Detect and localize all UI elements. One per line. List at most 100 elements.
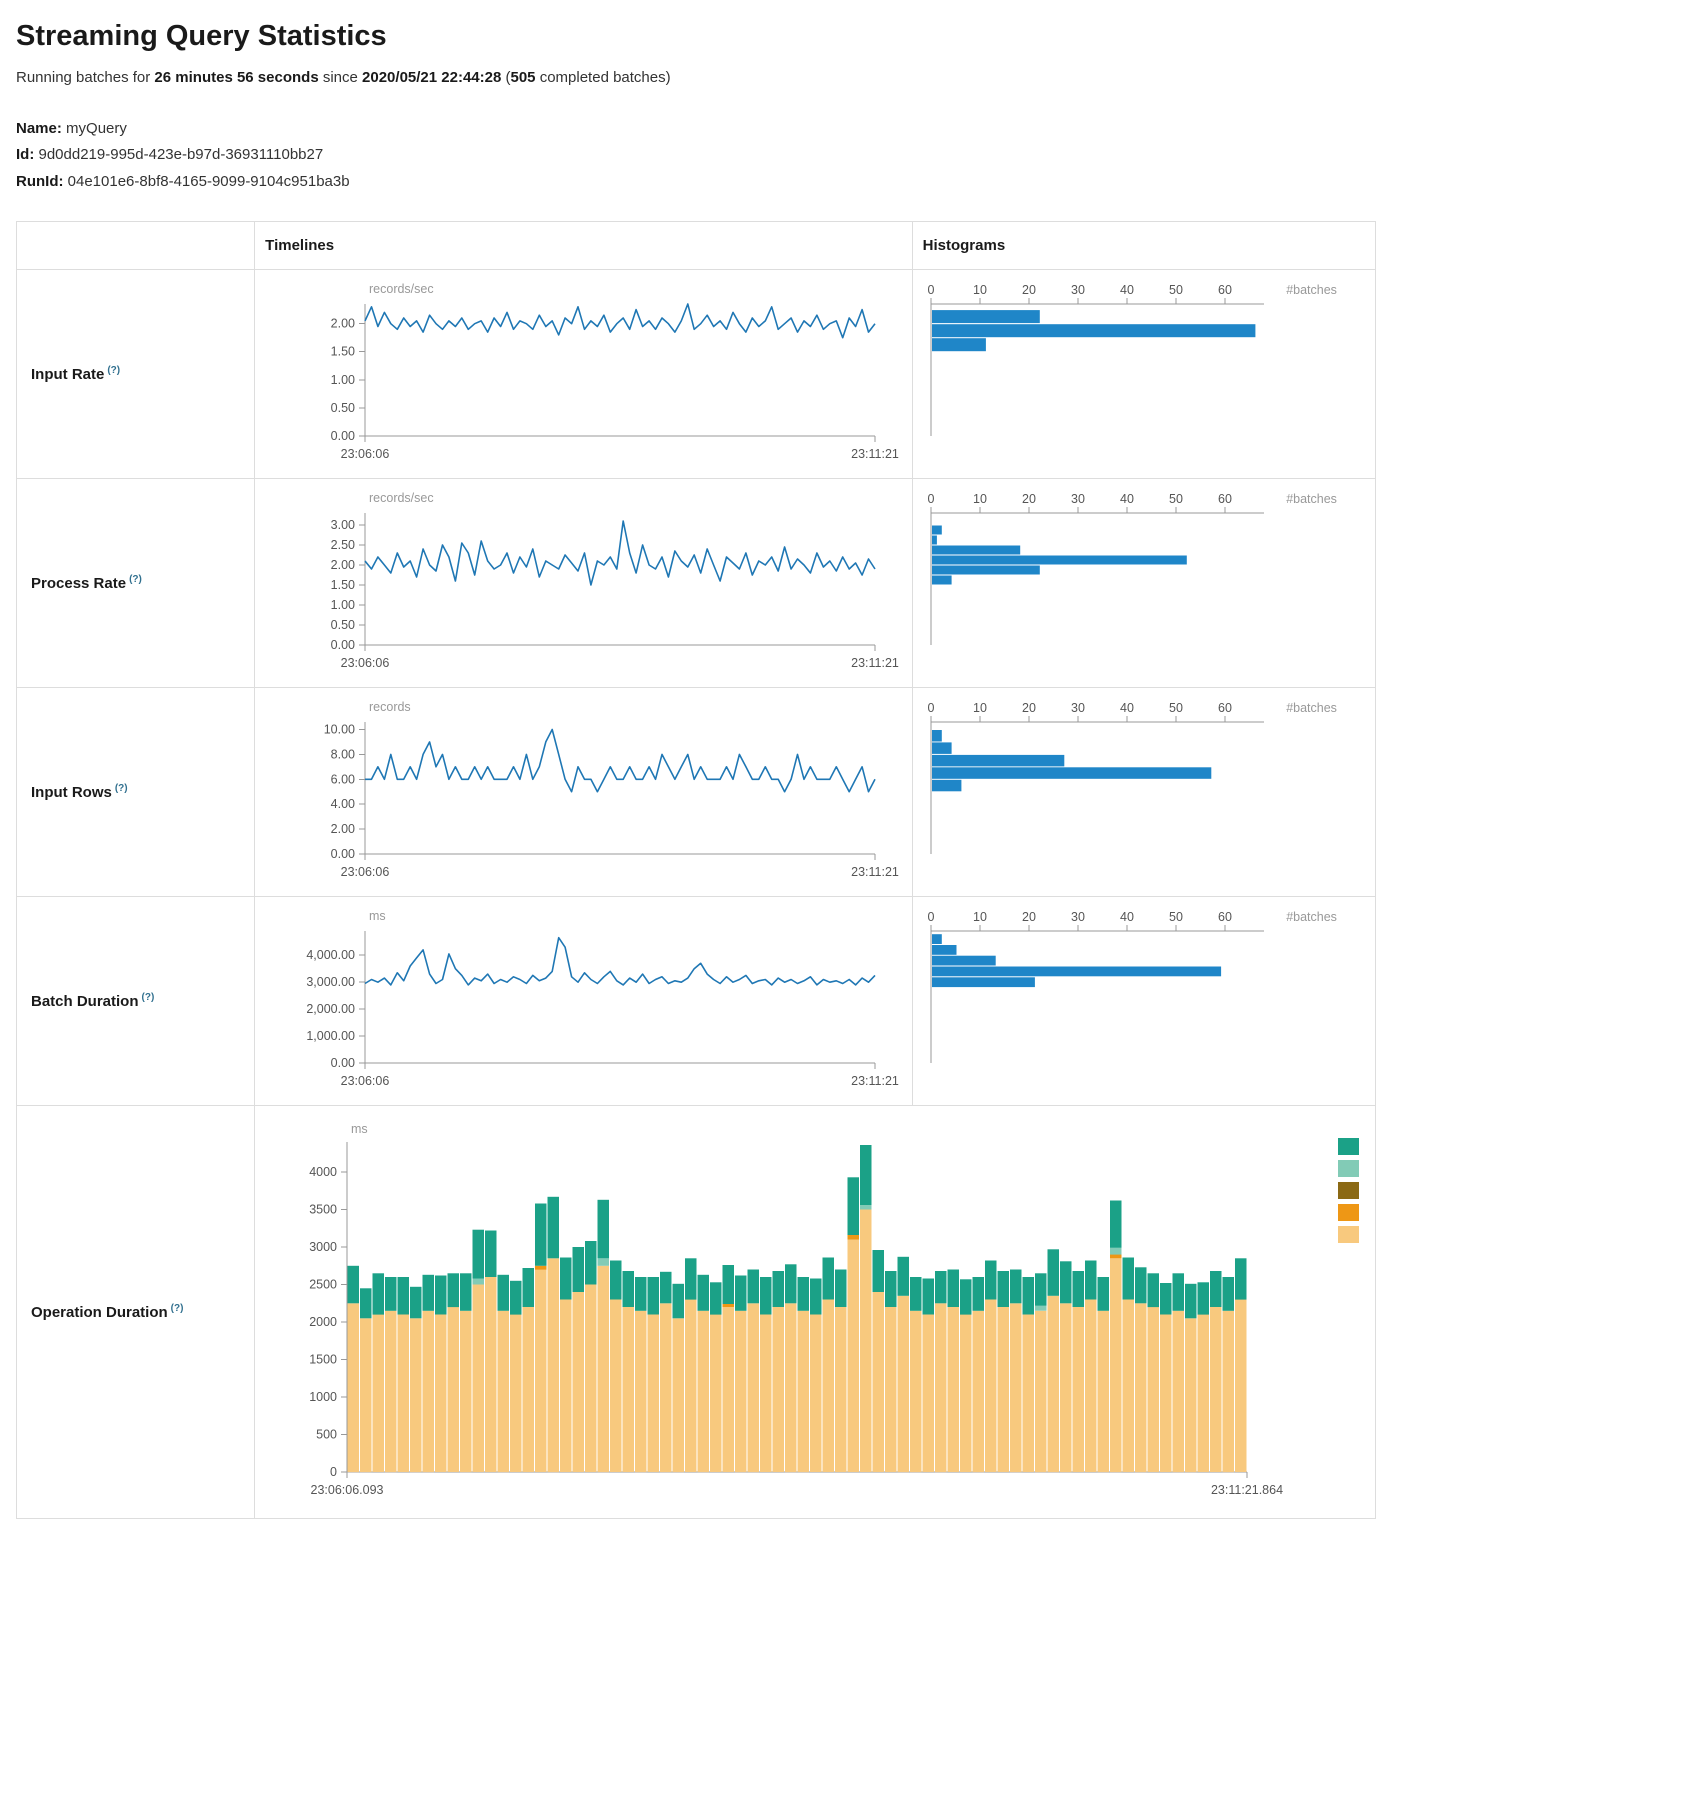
batch-duration-timeline-chart: ms 0.00 1,000.00 2,000.00 3,000.00 4,000.00 23… bbox=[257, 903, 909, 1099]
svg-text:50: 50 bbox=[1169, 283, 1183, 297]
svg-text:records/sec: records/sec bbox=[369, 282, 434, 296]
input-rows-histogram-cell: 0 10 20 30 40 50 60 #batches bbox=[911, 686, 1377, 897]
paren-open: ( bbox=[501, 69, 511, 86]
table-row: Operation Duration (?) ms 0 500 1000 1500 2000… bbox=[15, 1104, 1376, 1519]
legend-swatch bbox=[1338, 1137, 1359, 1155]
svg-text:1.50: 1.50 bbox=[331, 578, 355, 592]
help-tooltip-input-rate[interactable]: (?) bbox=[107, 364, 121, 376]
help-tooltip-batch-duration[interactable]: (?) bbox=[141, 991, 155, 1003]
timeline-svg: ms 0.00 1,000.00 2,000.00 3,000.00 4,000.00 23… bbox=[307, 909, 900, 1088]
svg-text:0: 0 bbox=[927, 701, 934, 715]
svg-text:2,000.00: 2,000.00 bbox=[307, 1002, 356, 1016]
svg-text:2.50: 2.50 bbox=[331, 538, 355, 552]
svg-text:23:11:21: 23:11:21 bbox=[851, 1074, 899, 1088]
running-prefix: Running batches for bbox=[16, 69, 155, 86]
svg-text:6.00: 6.00 bbox=[331, 772, 355, 786]
svg-text:23:11:21: 23:11:21 bbox=[851, 865, 899, 879]
svg-text:20: 20 bbox=[1022, 910, 1036, 924]
svg-text:10.00: 10.00 bbox=[324, 722, 355, 736]
svg-text:40: 40 bbox=[1120, 910, 1134, 924]
svg-text:8.00: 8.00 bbox=[331, 747, 355, 761]
input-rate-histogram-chart: 0 10 20 30 40 50 60 #batches bbox=[915, 276, 1373, 472]
svg-text:0.00: 0.00 bbox=[331, 429, 355, 443]
svg-text:60: 60 bbox=[1218, 283, 1232, 297]
svg-text:30: 30 bbox=[1071, 910, 1085, 924]
svg-text:40: 40 bbox=[1120, 492, 1134, 506]
query-id-label: Id: bbox=[16, 146, 35, 164]
svg-text:30: 30 bbox=[1071, 283, 1085, 297]
process-rate-timeline-cell: records/sec 0.00 0.50 1.00 1.50 2.00 2.50 3.00 2… bbox=[254, 477, 913, 688]
running-summary: Running batches for 26 minutes 56 second… bbox=[16, 69, 1677, 86]
start-time: 2020/05/21 22:44:28 bbox=[362, 69, 502, 86]
svg-text:ms: ms bbox=[369, 909, 386, 923]
svg-text:0: 0 bbox=[927, 283, 934, 297]
help-tooltip-input-rows[interactable]: (?) bbox=[114, 782, 128, 794]
svg-text:23:06:06: 23:06:06 bbox=[341, 656, 390, 670]
table-row: Input Rate (?) records/sec 0.00 0.50 1.00 1.5… bbox=[15, 268, 1377, 479]
header-empty-cell bbox=[15, 220, 256, 270]
metric-label-batch-duration: Batch Duration (?) bbox=[15, 895, 256, 1106]
histogram-svg: 0 10 20 30 40 50 60 #batches bbox=[927, 492, 1337, 645]
help-tooltip-process-rate[interactable]: (?) bbox=[129, 573, 142, 585]
timeline-svg: records/sec 0.00 0.50 1.00 1.50 2.00 2.50 3.00 2… bbox=[331, 491, 899, 670]
table-row: Input Rows (?) records 0.00 2.00 4.00 6.00 8.0… bbox=[15, 686, 1377, 897]
query-id-line: Id: 9d0dd219-995d-423e-b97d-36931110bb27 bbox=[16, 142, 1677, 168]
svg-text:1.00: 1.00 bbox=[331, 598, 355, 612]
svg-text:10: 10 bbox=[973, 283, 987, 297]
svg-text:23:11:21: 23:11:21 bbox=[851, 656, 899, 670]
svg-text:2.00: 2.00 bbox=[331, 822, 355, 836]
svg-text:#batches: #batches bbox=[1286, 283, 1337, 297]
operation-duration-cell: ms 0 500 1000 1500 2000 2500 3000 3500 4000 23:06:… bbox=[254, 1104, 1376, 1519]
svg-text:20: 20 bbox=[1022, 492, 1036, 506]
svg-text:3500: 3500 bbox=[309, 1202, 337, 1216]
svg-text:3,000.00: 3,000.00 bbox=[307, 975, 356, 989]
svg-text:50: 50 bbox=[1169, 701, 1183, 715]
input-rate-histogram-cell: 0 10 20 30 40 50 60 #batches bbox=[911, 268, 1377, 479]
timelines-header: Timelines bbox=[254, 220, 913, 270]
help-tooltip-operation-duration[interactable]: (?) bbox=[170, 1302, 184, 1314]
svg-text:2.00: 2.00 bbox=[331, 558, 355, 572]
svg-text:1500: 1500 bbox=[309, 1352, 337, 1366]
svg-text:#batches: #batches bbox=[1286, 492, 1337, 506]
svg-text:1.00: 1.00 bbox=[331, 373, 355, 387]
svg-text:3.00: 3.00 bbox=[331, 518, 355, 532]
svg-text:0: 0 bbox=[330, 1465, 337, 1479]
histograms-header: Histograms bbox=[911, 220, 1377, 270]
svg-text:60: 60 bbox=[1218, 910, 1232, 924]
completed-suffix: completed batches) bbox=[535, 69, 671, 86]
svg-text:0.50: 0.50 bbox=[331, 618, 355, 632]
svg-text:4,000.00: 4,000.00 bbox=[307, 948, 356, 962]
input-rate-timeline-chart: records/sec 0.00 0.50 1.00 1.50 2.00 23:06:06 2… bbox=[257, 276, 909, 472]
svg-text:23:06:06: 23:06:06 bbox=[341, 865, 390, 879]
metric-label-text: Operation Duration bbox=[31, 1303, 168, 1321]
input-rows-timeline-chart: records 0.00 2.00 4.00 6.00 8.00 10.00 23:06:06… bbox=[257, 694, 909, 890]
svg-text:2.00: 2.00 bbox=[331, 316, 355, 330]
svg-text:50: 50 bbox=[1169, 910, 1183, 924]
process-rate-histogram-chart: 0 10 20 30 40 50 60 #batches bbox=[915, 485, 1373, 681]
query-name-line: Name: myQuery bbox=[16, 116, 1677, 142]
metric-label-text: Process Rate bbox=[31, 574, 127, 592]
svg-text:0.00: 0.00 bbox=[331, 1056, 355, 1070]
svg-text:40: 40 bbox=[1120, 701, 1134, 715]
timeline-svg: records/sec 0.00 0.50 1.00 1.50 2.00 23:06:06 2… bbox=[331, 282, 899, 461]
histogram-svg: 0 10 20 30 40 50 60 #batches bbox=[927, 283, 1337, 436]
svg-text:23:11:21.864: 23:11:21.864 bbox=[1211, 1483, 1283, 1497]
svg-text:20: 20 bbox=[1022, 283, 1036, 297]
table-header-row: Timelines Histograms bbox=[15, 220, 1377, 270]
running-duration: 26 minutes 56 seconds bbox=[154, 69, 319, 86]
svg-text:1,000.00: 1,000.00 bbox=[307, 1029, 356, 1043]
svg-text:10: 10 bbox=[973, 701, 987, 715]
metric-label-text: Input Rate bbox=[31, 365, 105, 383]
svg-text:23:06:06: 23:06:06 bbox=[341, 1074, 390, 1088]
metric-label-operation-duration: Operation Duration (?) bbox=[15, 1104, 256, 1519]
svg-text:60: 60 bbox=[1218, 701, 1232, 715]
page-title: Streaming Query Statistics bbox=[16, 20, 387, 52]
svg-text:20: 20 bbox=[1022, 701, 1036, 715]
svg-text:2500: 2500 bbox=[309, 1277, 337, 1291]
svg-text:50: 50 bbox=[1169, 492, 1183, 506]
batch-duration-histogram-chart: 0 10 20 30 40 50 60 #batches bbox=[915, 903, 1373, 1099]
batch-duration-histogram-cell: 0 10 20 30 40 50 60 #batches bbox=[911, 895, 1377, 1106]
input-rows-timeline-cell: records 0.00 2.00 4.00 6.00 8.00 10.00 23:06:06… bbox=[254, 686, 913, 897]
svg-text:0.00: 0.00 bbox=[331, 847, 355, 861]
input-rate-timeline-cell: records/sec 0.00 0.50 1.00 1.50 2.00 23:06:06 2… bbox=[254, 268, 913, 479]
